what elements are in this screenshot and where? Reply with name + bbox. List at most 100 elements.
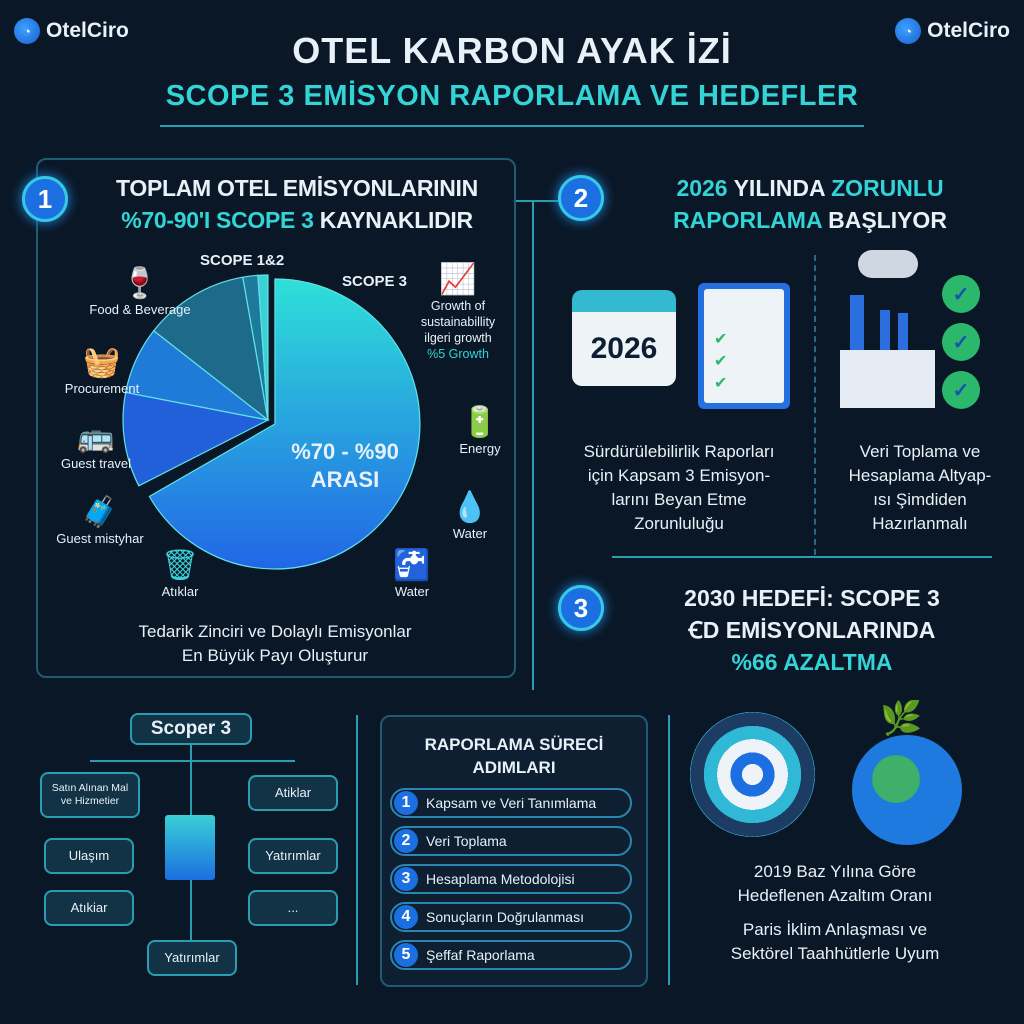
heading-line: ꞒD EMİSYONLARINDA bbox=[688, 617, 936, 643]
brand-name: OtelCiro bbox=[927, 19, 1010, 42]
check-icon: ✓ bbox=[942, 371, 980, 409]
category-label: Procurement bbox=[64, 381, 140, 396]
tree-node-right: Yatırımlar bbox=[248, 838, 338, 874]
heading-line: %70-90'I SCOPE 3 KAYNAKLIDIR bbox=[74, 204, 520, 236]
category-label: Food & Beverage bbox=[89, 302, 191, 317]
traveler-luggage-icon: 🧳 bbox=[81, 496, 119, 529]
heading-line: TOPLAM OTEL EMİSYONLARININ bbox=[116, 175, 478, 201]
step-number: 1 bbox=[394, 791, 418, 815]
connector bbox=[90, 760, 295, 762]
section2-right-text: Veri Toplama ve Hesaplama Altyap-ısı Şimd… bbox=[822, 440, 1018, 536]
category-item: 💧 Water bbox=[395, 490, 545, 542]
cloud-icon bbox=[858, 250, 918, 278]
step-label: Kapsam ve Veri Tanımlama bbox=[426, 795, 597, 811]
tree-node-bottom: Yatırımlar bbox=[147, 940, 237, 976]
calendar-year: 2026 bbox=[590, 332, 658, 365]
pie-center-line: ARASI bbox=[310, 467, 380, 492]
section2-heading: 2026 YILINDA ZORUNLU RAPORLAMA BAŞLIYOR bbox=[612, 172, 1008, 236]
text-line: Sürdürülebilirlik Raporları bbox=[583, 442, 775, 461]
heading-rest: KAYNAKLIDIR bbox=[313, 207, 473, 233]
check-icon: ✓ bbox=[942, 323, 980, 361]
globe-icon bbox=[852, 735, 962, 845]
heading-part: YILINDA bbox=[727, 175, 832, 201]
text-line: 2019 Baz Yılına Göre bbox=[753, 862, 917, 881]
pie-slice-scope3 bbox=[148, 278, 421, 570]
step-number: 5 bbox=[394, 943, 418, 967]
process-step: 1 Kapsam ve Veri Tanımlama bbox=[390, 788, 632, 818]
tree-node-left: Ulaşım bbox=[44, 838, 134, 874]
text-line: Hazırlanmalı bbox=[872, 514, 968, 533]
scope12-label: SCOPE 1&2 bbox=[200, 252, 285, 269]
connector bbox=[532, 200, 534, 690]
heading-line: RAPORLAMA BAŞLIYOR bbox=[612, 204, 1008, 236]
text-line: Paris İklim Anlaşması ve bbox=[742, 920, 928, 939]
heading-part: BAŞLIYOR bbox=[821, 207, 947, 233]
step-number: 4 bbox=[394, 905, 418, 929]
brand-name: OtelCiro bbox=[46, 19, 129, 42]
heading-part: RAPORLAMA bbox=[673, 207, 822, 233]
pie-center-line: %70 - %90 bbox=[291, 439, 399, 464]
growth-line: %5 Growth bbox=[427, 347, 489, 361]
heading-part: ZORUNLU bbox=[831, 175, 944, 201]
battery-bolt-icon: 🔋 bbox=[461, 406, 499, 439]
page-subtitle: SCOPE 3 EMİSYON RAPORLAMA VE HEDEFLER bbox=[165, 80, 859, 112]
pie-center-value: %70 - %90 ARASI bbox=[270, 438, 420, 494]
scope3-label: SCOPE 3 bbox=[342, 273, 408, 290]
category-item: 🔋 Energy bbox=[405, 405, 555, 457]
category-item: 🍷 Food & Beverage bbox=[65, 266, 215, 318]
category-label: Atıklar bbox=[161, 584, 199, 599]
connector bbox=[516, 200, 558, 202]
checklist: ✓ ✓ ✓ bbox=[942, 275, 980, 409]
process-step: 5 Şeffaf Raporlama bbox=[390, 940, 632, 970]
hotel-building-icon bbox=[165, 815, 215, 880]
process-step: 2 Veri Toplama bbox=[390, 826, 632, 856]
divider bbox=[356, 715, 358, 985]
section3-heading: 2030 HEDEFİ: SCOPE 3 ꞒD EMİSYONLARINDA %… bbox=[614, 582, 1010, 678]
step-label: Şeffaf Raporlama bbox=[426, 947, 535, 963]
process-step: 4 Sonuçların Doğrulanması bbox=[390, 902, 632, 932]
tree-node-right: ... bbox=[248, 890, 338, 926]
check-icon: ✓ bbox=[942, 275, 980, 313]
pie-slice-scope12 bbox=[257, 274, 269, 421]
text-line: için Kapsam 3 Emisyon- bbox=[587, 466, 771, 485]
text-line: Hesaplama Altyap- bbox=[848, 466, 992, 485]
bus-icon: 🚌 bbox=[77, 421, 115, 454]
divider bbox=[612, 556, 992, 558]
section2-left-text: Sürdürülebilirlik Raporları için Kapsam 3… bbox=[548, 440, 810, 536]
category-item: 🧳 Guest mistyhar bbox=[25, 495, 175, 547]
process-title: RAPORLAMA SÜRECİ ADIMLARI bbox=[380, 733, 648, 779]
category-item: 🗑 Atıklar bbox=[105, 548, 255, 600]
text-line: Veri Toplama ve bbox=[859, 442, 981, 461]
footer-line: Tedarik Zinciri ve Dolaylı Emisyonlar bbox=[138, 622, 412, 641]
text-line: Zorunluluğu bbox=[634, 514, 724, 533]
category-item: 🚰 Water bbox=[337, 548, 487, 600]
water-pipe-icon: 🚰 bbox=[393, 549, 431, 582]
waste-bin-icon: 🗑 bbox=[160, 549, 200, 582]
heading-line: 2030 HEDEFİ: SCOPE 3 bbox=[684, 585, 940, 611]
text-line: Hedeflenen Azaltım Oranı bbox=[737, 886, 933, 905]
section1-heading: TOPLAM OTEL EMİSYONLARININ %70-90'I SCOP… bbox=[74, 172, 520, 236]
pie-slice-food-beverage bbox=[152, 276, 269, 422]
section3-number: 3 bbox=[558, 585, 604, 631]
growth-note: 📈 Growth of sustainabillity ilgeri growt… bbox=[400, 262, 516, 362]
heading-line: %66 AZALTMA bbox=[731, 649, 893, 675]
food-cloche-wine-icon: 🍷 bbox=[121, 267, 159, 300]
category-item: 🚌 Guest travel bbox=[21, 420, 171, 472]
step-label: Sonuçların Doğrulanması bbox=[426, 909, 584, 925]
title-line: RAPORLAMA SÜRECİ bbox=[424, 735, 604, 754]
leaves-icon: 🌿 bbox=[880, 700, 923, 736]
logo-icon: ◔ bbox=[14, 18, 40, 44]
section1-number: 1 bbox=[22, 176, 68, 222]
step-label: Veri Toplama bbox=[426, 833, 507, 849]
tree-node-left: Satın Alınan Mal ve Hizmetier bbox=[40, 772, 140, 818]
header-divider bbox=[160, 125, 864, 127]
brand-logo-right: ◔ OtelCiro bbox=[895, 18, 1010, 44]
growth-line: ilgeri growth bbox=[424, 331, 492, 345]
clipboard-checklist-icon: ✔ ✔ ✔ bbox=[698, 283, 790, 409]
heading-part: 2026 bbox=[676, 175, 728, 201]
step-number: 3 bbox=[394, 867, 418, 891]
footer-line: En Büyük Payı Oluşturur bbox=[181, 646, 369, 665]
target-icon bbox=[690, 712, 815, 837]
calendar-icon: 2026 bbox=[572, 290, 676, 386]
title-line: ADIMLARI bbox=[472, 758, 556, 777]
